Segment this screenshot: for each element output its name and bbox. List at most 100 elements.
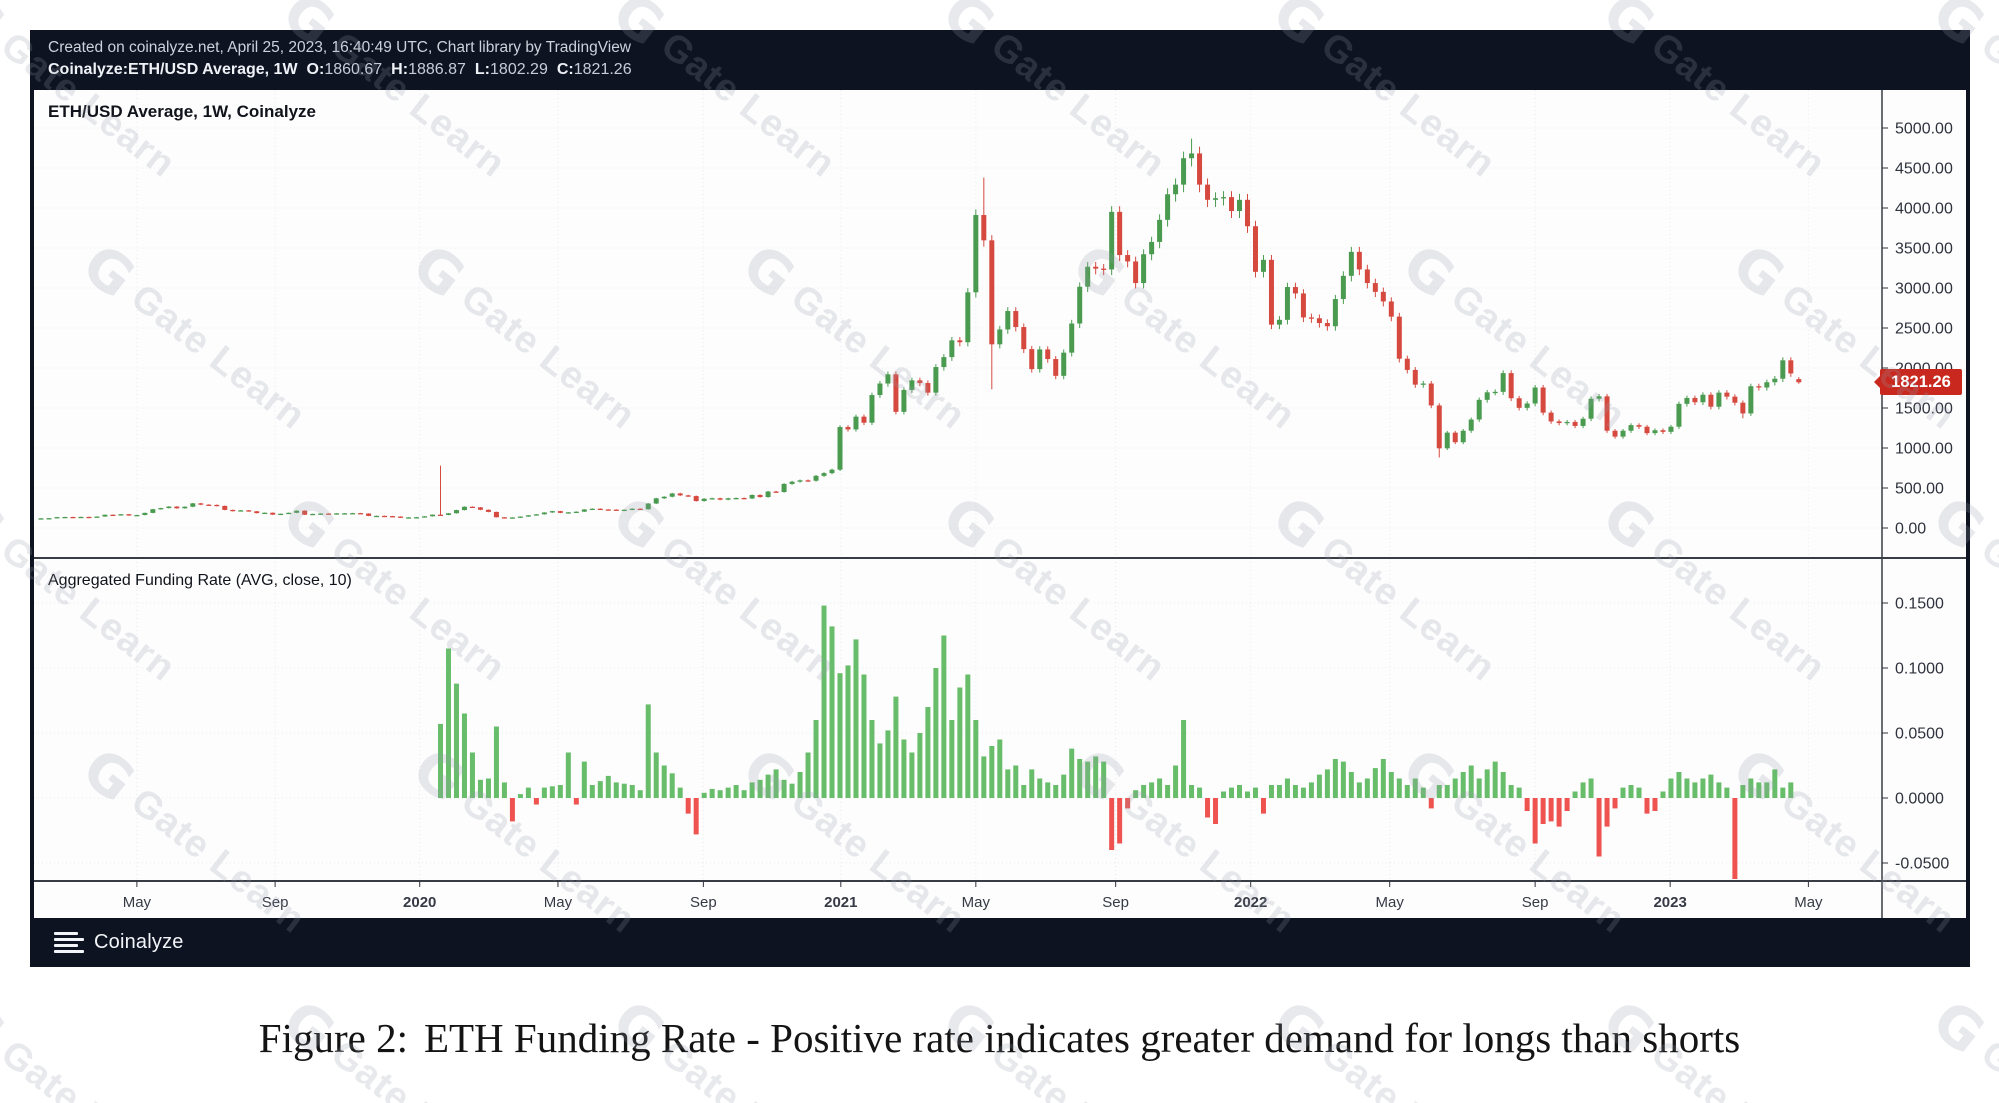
funding-bar [517, 794, 523, 798]
price-and-funding-chart[interactable]: 5000.00 4500.00 4000.00 3500.00 3000.00 2500.… [34, 90, 1966, 918]
candle-body [1460, 430, 1466, 443]
candle-body [366, 513, 372, 516]
candle-body [126, 514, 132, 516]
candle-body [142, 512, 148, 516]
y-axis-tick-label: 500.00 [1895, 481, 1944, 498]
candle-body [1085, 266, 1091, 287]
funding-bar [1652, 798, 1658, 811]
funding-bar [893, 696, 899, 798]
funding-bar [1588, 778, 1594, 798]
candle-body [869, 395, 875, 423]
candle-body [158, 508, 164, 510]
candle-body [318, 513, 324, 515]
funding-bar [1045, 782, 1051, 798]
chart-footer: Coinalyze [30, 918, 1970, 967]
candle-body [1732, 396, 1738, 403]
funding-bar [1133, 790, 1139, 798]
candle-body [118, 514, 124, 516]
funding-bar [1612, 798, 1618, 809]
candle-body [1748, 386, 1754, 414]
candle-body [54, 517, 60, 519]
funding-bar [941, 635, 947, 798]
funding-bar [1564, 798, 1570, 811]
funding-bar [845, 665, 851, 798]
candle-body [198, 503, 204, 505]
funding-bar [1748, 778, 1754, 798]
candle-body [1756, 386, 1762, 388]
y-axis-tick-label: 0.1000 [1895, 661, 1944, 678]
candle-body [1476, 399, 1482, 420]
funding-bar [1308, 782, 1314, 798]
candle-body [549, 511, 555, 513]
candle-body [1045, 349, 1051, 360]
funding-bar [1149, 782, 1155, 798]
ohlc-high-value: 1886.87 [408, 61, 466, 78]
funding-bar [1724, 787, 1730, 798]
funding-bar [917, 733, 923, 798]
funding-bar [1772, 769, 1778, 798]
candle-body [845, 427, 851, 430]
candle-body [1764, 382, 1770, 388]
candle-body [1340, 275, 1346, 300]
funding-bar [1492, 761, 1498, 798]
candle-body [1684, 397, 1690, 404]
funding-bar [1101, 761, 1107, 798]
candle-body [414, 517, 420, 519]
funding-bar [549, 786, 555, 798]
funding-bar [1676, 772, 1682, 798]
candle-body [166, 506, 172, 509]
candle-body [1540, 387, 1546, 413]
candle-body [206, 504, 212, 506]
candle-body [797, 480, 803, 482]
candle-body [941, 357, 947, 368]
funding-bar [1468, 765, 1474, 798]
ohlc-open-label: O: [306, 61, 325, 78]
ohlc-open-value: 1860.67 [324, 61, 383, 78]
chart-plot-area[interactable]: 5000.00 4500.00 4000.00 3500.00 3000.00 2500.… [30, 90, 1970, 918]
candle-body [1053, 359, 1059, 376]
funding-bar [645, 704, 651, 798]
candle-body [1149, 241, 1155, 255]
funding-bar [861, 674, 867, 798]
candle-body [78, 516, 84, 519]
candle-body [765, 491, 771, 498]
funding-bar [829, 626, 835, 798]
candle-body [1404, 358, 1410, 370]
candle-body [901, 389, 907, 412]
candle-body [725, 498, 731, 500]
candle-body [893, 374, 899, 412]
candle-body [733, 498, 739, 500]
candle-body [949, 340, 955, 358]
funding-bar [581, 761, 587, 798]
candle-body [933, 367, 939, 393]
funding-bar [1221, 791, 1227, 798]
funding-bar [541, 787, 547, 798]
funding-bar [1708, 774, 1714, 798]
funding-bar [717, 790, 723, 798]
ohlc-high-label: H: [391, 61, 409, 78]
candle-body [1444, 432, 1450, 449]
funding-bar [733, 785, 739, 798]
funding-bar [653, 752, 659, 798]
funding-bar [1436, 785, 1442, 798]
funding-bar [485, 778, 491, 798]
watermark-text: Gate Learn [1973, 528, 1999, 689]
candle-body [1596, 396, 1602, 399]
y-axis-tick-label: 3500.00 [1895, 241, 1953, 258]
candle-body [110, 514, 116, 517]
candle-body [1492, 391, 1498, 394]
candle-body [1740, 402, 1746, 414]
candle-body [1117, 211, 1123, 256]
funding-bar [1524, 798, 1530, 811]
candle-body [1524, 403, 1530, 408]
candle-body [1436, 405, 1442, 449]
axis-labels[interactable]: 5000.00 4500.00 4000.00 3500.00 3000.00 2500.… [123, 121, 1953, 912]
funding-bar [973, 720, 979, 798]
candle-body [509, 517, 515, 519]
funding-bar [629, 785, 635, 798]
x-axis-tick-label: Sep [1102, 894, 1129, 911]
candle-body [254, 511, 260, 514]
figure-caption-text: ETH Funding Rate - Positive rate indicat… [423, 1015, 1741, 1061]
funding-bar [613, 782, 619, 798]
candle-body [1420, 383, 1426, 385]
